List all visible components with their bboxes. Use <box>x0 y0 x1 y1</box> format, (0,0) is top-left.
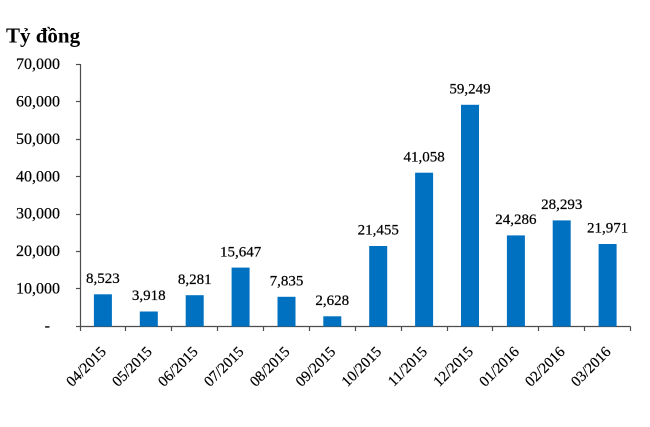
svg-text:24,286: 24,286 <box>495 212 537 228</box>
svg-text:7,835: 7,835 <box>270 274 304 290</box>
svg-text:50,000: 50,000 <box>16 131 60 148</box>
svg-text:70,000: 70,000 <box>16 56 60 73</box>
svg-text:8,523: 8,523 <box>86 271 120 287</box>
svg-text:41,058: 41,058 <box>403 149 444 165</box>
svg-text:28,293: 28,293 <box>541 197 582 213</box>
svg-text:10,000: 10,000 <box>16 280 60 297</box>
svg-text:40,000: 40,000 <box>16 168 60 185</box>
svg-text:30,000: 30,000 <box>16 206 60 223</box>
svg-text:59,249: 59,249 <box>449 82 490 98</box>
svg-text:21,971: 21,971 <box>587 221 628 237</box>
svg-text:8,281: 8,281 <box>178 272 212 288</box>
svg-text:3,918: 3,918 <box>132 288 166 304</box>
svg-text:Tỷ đồng: Tỷ đồng <box>6 24 81 48</box>
svg-text:60,000: 60,000 <box>16 94 60 111</box>
svg-text:21,455: 21,455 <box>358 223 399 239</box>
svg-text:20,000: 20,000 <box>16 243 60 260</box>
svg-text:2,628: 2,628 <box>315 293 349 309</box>
svg-text:15,647: 15,647 <box>220 244 262 260</box>
svg-text:-: - <box>45 318 50 335</box>
